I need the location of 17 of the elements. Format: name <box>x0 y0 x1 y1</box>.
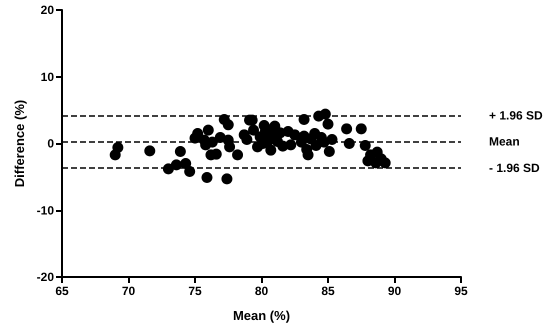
x-tick-label: 70 <box>122 284 136 298</box>
y-tick-label: -20 <box>36 270 54 284</box>
x-tick-label: 80 <box>254 284 268 298</box>
x-tick-label: 90 <box>388 284 402 298</box>
x-axis-title: Mean (%) <box>232 308 290 323</box>
ref-line-label: Mean <box>489 134 520 148</box>
x-tick-label: 95 <box>454 284 468 298</box>
ref-line-label: - 1.96 SD <box>489 161 540 176</box>
y-tick-label: 0 <box>47 136 54 150</box>
y-tick-label: 10 <box>40 70 54 84</box>
y-tick-label: -10 <box>36 203 54 218</box>
y-tick-label: 20 <box>40 3 54 17</box>
x-tick-label: 75 <box>188 284 202 298</box>
x-tick-label: 65 <box>55 284 69 298</box>
y-axis-title: Difference (%) <box>12 100 27 188</box>
x-tick-label: 85 <box>321 284 335 298</box>
ref-line-label: + 1.96 SD <box>489 108 544 122</box>
